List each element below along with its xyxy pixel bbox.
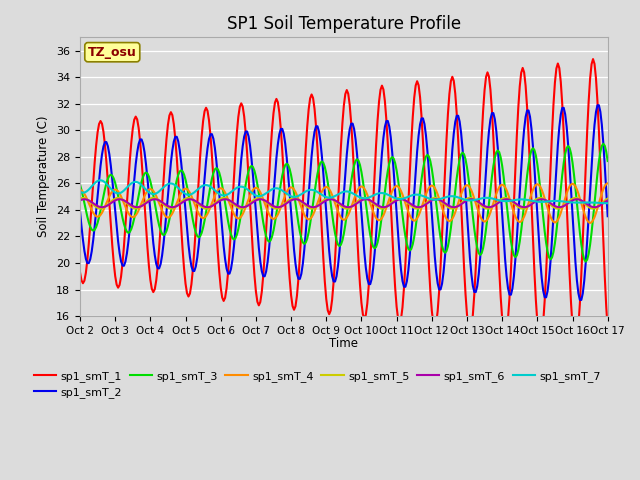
Line: sp1_smT_6: sp1_smT_6 xyxy=(80,199,608,207)
Line: sp1_smT_1: sp1_smT_1 xyxy=(80,59,608,345)
Legend: sp1_smT_1, sp1_smT_2, sp1_smT_3, sp1_smT_4, sp1_smT_5, sp1_smT_6, sp1_smT_7: sp1_smT_1, sp1_smT_2, sp1_smT_3, sp1_smT… xyxy=(29,366,605,402)
Text: TZ_osu: TZ_osu xyxy=(88,46,137,59)
Line: sp1_smT_7: sp1_smT_7 xyxy=(80,180,608,203)
Line: sp1_smT_3: sp1_smT_3 xyxy=(80,144,608,262)
Title: SP1 Soil Temperature Profile: SP1 Soil Temperature Profile xyxy=(227,15,461,33)
Line: sp1_smT_4: sp1_smT_4 xyxy=(80,183,608,223)
Y-axis label: Soil Temperature (C): Soil Temperature (C) xyxy=(38,116,51,238)
X-axis label: Time: Time xyxy=(330,337,358,350)
Line: sp1_smT_5: sp1_smT_5 xyxy=(80,198,608,208)
Line: sp1_smT_2: sp1_smT_2 xyxy=(80,105,608,300)
